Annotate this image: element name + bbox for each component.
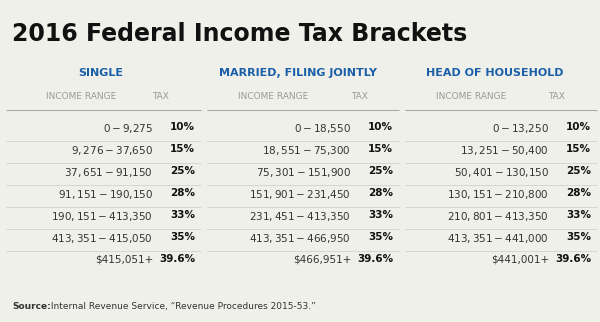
- Text: 10%: 10%: [368, 122, 393, 132]
- Text: INCOME RANGE: INCOME RANGE: [238, 92, 308, 101]
- Text: TAX: TAX: [548, 92, 565, 101]
- Text: $18,551 -  $75,300: $18,551 - $75,300: [262, 144, 351, 157]
- Text: $231,451 - $413,350: $231,451 - $413,350: [249, 210, 351, 223]
- Text: TAX: TAX: [152, 92, 169, 101]
- Text: 15%: 15%: [170, 144, 195, 154]
- Text: $415,051+: $415,051+: [95, 254, 153, 264]
- Text: Internal Revenue Service, “Revenue Procedures 2015-53.”: Internal Revenue Service, “Revenue Proce…: [48, 302, 316, 311]
- Text: $91,151 - $190,150: $91,151 - $190,150: [58, 188, 153, 201]
- Text: 39.6%: 39.6%: [357, 254, 393, 264]
- Text: 10%: 10%: [170, 122, 195, 132]
- Text: 28%: 28%: [566, 188, 591, 198]
- Text: $0 -  $18,550: $0 - $18,550: [294, 122, 351, 135]
- Text: 25%: 25%: [170, 166, 195, 176]
- Text: 35%: 35%: [566, 232, 591, 242]
- Text: $0 -  $13,250: $0 - $13,250: [492, 122, 549, 135]
- Text: $210,801 - $413,350: $210,801 - $413,350: [447, 210, 549, 223]
- Text: 33%: 33%: [368, 210, 393, 220]
- Text: TAX: TAX: [352, 92, 368, 101]
- Text: $441,001+: $441,001+: [491, 254, 549, 264]
- Text: $9,276 -  $37,650: $9,276 - $37,650: [71, 144, 153, 157]
- Text: $0 -  $9,275: $0 - $9,275: [103, 122, 153, 135]
- Text: 39.6%: 39.6%: [159, 254, 195, 264]
- Text: $37,651 -  $91,150: $37,651 - $91,150: [64, 166, 153, 179]
- Text: $413,351 - $415,050: $413,351 - $415,050: [51, 232, 153, 245]
- Text: $151,901 - $231,450: $151,901 - $231,450: [249, 188, 351, 201]
- Text: SINGLE: SINGLE: [79, 68, 124, 78]
- Text: $190,151 - $413,350: $190,151 - $413,350: [51, 210, 153, 223]
- Text: Source:: Source:: [12, 302, 51, 311]
- Text: 15%: 15%: [566, 144, 591, 154]
- Text: 25%: 25%: [368, 166, 393, 176]
- Text: $413,351 - $441,000: $413,351 - $441,000: [447, 232, 549, 245]
- Text: 35%: 35%: [170, 232, 195, 242]
- Text: INCOME RANGE: INCOME RANGE: [46, 92, 116, 101]
- Text: 25%: 25%: [566, 166, 591, 176]
- Text: 2016 Federal Income Tax Brackets: 2016 Federal Income Tax Brackets: [12, 22, 467, 46]
- Text: $466,951+: $466,951+: [293, 254, 351, 264]
- Text: INCOME RANGE: INCOME RANGE: [436, 92, 506, 101]
- Text: 15%: 15%: [368, 144, 393, 154]
- Text: $130,151 - $210,800: $130,151 - $210,800: [447, 188, 549, 201]
- Text: $75,301 - $151,900: $75,301 - $151,900: [256, 166, 351, 179]
- Text: 28%: 28%: [368, 188, 393, 198]
- Text: 33%: 33%: [170, 210, 195, 220]
- Text: 39.6%: 39.6%: [555, 254, 591, 264]
- Text: HEAD OF HOUSEHOLD: HEAD OF HOUSEHOLD: [426, 68, 564, 78]
- Text: 10%: 10%: [566, 122, 591, 132]
- Text: MARRIED, FILING JOINTLY: MARRIED, FILING JOINTLY: [219, 68, 377, 78]
- Text: $13,251 -  $50,400: $13,251 - $50,400: [460, 144, 549, 157]
- Text: $50,401 - $130,150: $50,401 - $130,150: [454, 166, 549, 179]
- Text: 33%: 33%: [566, 210, 591, 220]
- Text: $413,351 - $466,950: $413,351 - $466,950: [249, 232, 351, 245]
- Text: 35%: 35%: [368, 232, 393, 242]
- Text: 28%: 28%: [170, 188, 195, 198]
